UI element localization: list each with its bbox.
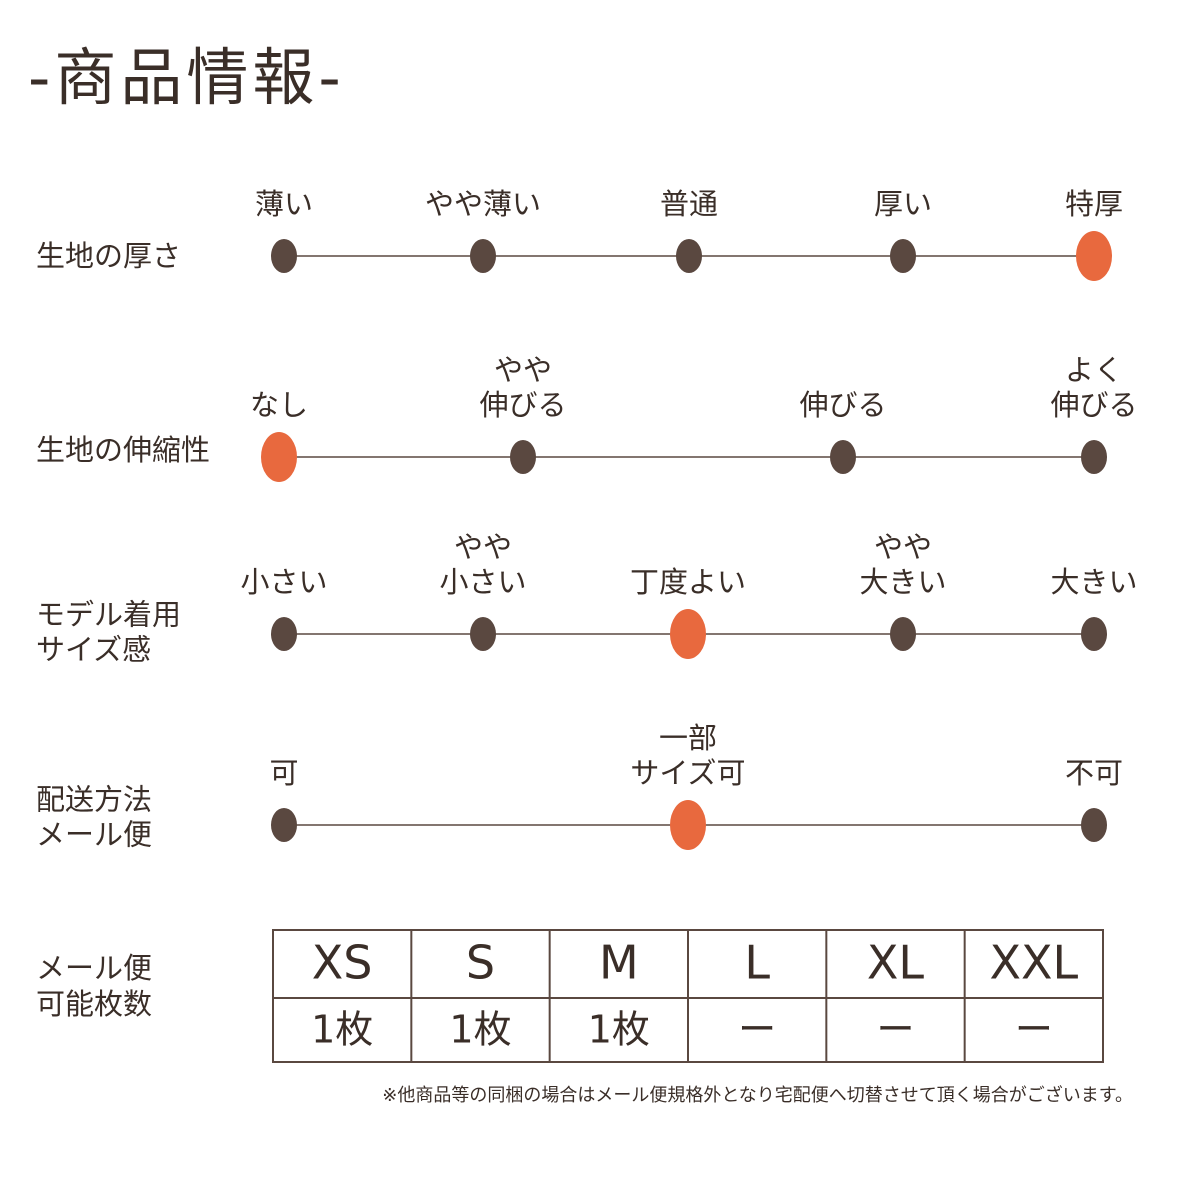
selected-dot xyxy=(670,800,706,850)
row-label: モデル着用 xyxy=(36,598,181,632)
option-label: やや xyxy=(494,353,552,387)
table-cell: ー xyxy=(738,1008,776,1052)
option-label: 特厚 xyxy=(1065,187,1123,221)
option-label: 大きい xyxy=(1050,565,1137,599)
table-header: XS xyxy=(312,936,373,990)
row-label: メール便 xyxy=(36,951,152,985)
option-label: 厚い xyxy=(874,187,932,221)
option-dot xyxy=(271,617,297,651)
row-label: 可能枚数 xyxy=(36,987,152,1021)
option-label: やや xyxy=(874,530,932,564)
option-label: なし xyxy=(250,388,308,422)
row-label: 生地の厚さ xyxy=(36,239,181,273)
footnote: ※他商品等の同梱の場合はメール便規格外となり宅配便へ切替させて頂く場合がございま… xyxy=(382,1084,1133,1106)
option-dot xyxy=(830,440,856,474)
table-header: M xyxy=(599,936,639,990)
option-label: 大きい xyxy=(859,565,946,599)
option-dot xyxy=(470,239,496,273)
table-cell: 1枚 xyxy=(588,1008,650,1052)
option-label: やや xyxy=(454,530,512,564)
option-dot xyxy=(890,239,916,273)
table-cell: 1枚 xyxy=(311,1008,373,1052)
selected-dot xyxy=(1076,231,1112,281)
option-label: 伸びる xyxy=(1050,388,1137,422)
option-label: 伸びる xyxy=(799,388,886,422)
table-cell: ー xyxy=(1015,1008,1053,1052)
row-label: メール便 xyxy=(36,818,152,852)
option-label: やや薄い xyxy=(425,187,541,221)
option-label: サイズ可 xyxy=(630,756,745,790)
option-dot xyxy=(271,808,297,842)
row-label: 配送方法 xyxy=(36,783,152,817)
table-header: XL xyxy=(867,936,925,990)
option-dot xyxy=(890,617,916,651)
table-header: XXL xyxy=(990,936,1079,990)
row-label: サイズ感 xyxy=(36,633,151,667)
table-header: S xyxy=(466,936,495,990)
option-label: 不可 xyxy=(1065,756,1123,790)
table-cell: ー xyxy=(876,1008,914,1052)
option-label: 伸びる xyxy=(479,388,566,422)
option-dot xyxy=(676,239,702,273)
selected-dot xyxy=(670,609,706,659)
option-label: 普通 xyxy=(660,187,718,221)
option-label: 丁度よい xyxy=(630,565,746,599)
title: -商品情報- xyxy=(28,41,345,114)
option-label: 薄い xyxy=(255,187,313,221)
option-dot xyxy=(510,440,536,474)
option-dot xyxy=(1081,440,1107,474)
row-label: 生地の伸縮性 xyxy=(36,433,210,467)
option-label: よく xyxy=(1065,353,1123,387)
option-label: 小さい xyxy=(439,565,526,599)
option-dot xyxy=(1081,617,1107,651)
option-label: 一部 xyxy=(659,721,717,755)
table-cell: 1枚 xyxy=(449,1008,511,1052)
option-label: 小さい xyxy=(240,565,327,599)
option-dot xyxy=(271,239,297,273)
option-dot xyxy=(470,617,496,651)
option-label: 可 xyxy=(269,756,298,790)
table-header: L xyxy=(744,936,770,990)
selected-dot xyxy=(261,432,297,482)
option-dot xyxy=(1081,808,1107,842)
